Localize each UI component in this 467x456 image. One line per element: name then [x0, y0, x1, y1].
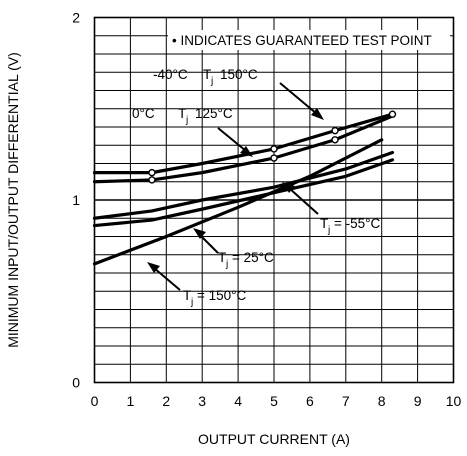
- label-neg55: = -55°C: [334, 216, 381, 231]
- tj-T-4: T: [218, 250, 226, 265]
- test-point: [270, 154, 278, 162]
- label-150: 150°C: [220, 67, 258, 82]
- x-tick-label: 2: [162, 393, 170, 409]
- arrow-0c: [217, 127, 247, 152]
- legend-note: • INDICATES GUARANTEED TEST POINT: [172, 33, 432, 48]
- y-tick-label: 1: [72, 192, 80, 208]
- x-tick-label: 8: [378, 393, 386, 409]
- tj-sub-3: j: [327, 225, 330, 236]
- arrow-neg55: [288, 187, 319, 215]
- x-tick-label: 6: [306, 393, 314, 409]
- series-line-2: [92, 114, 395, 184]
- arrowhead-neg55: [282, 182, 295, 193]
- label-125: 125°C: [195, 106, 233, 121]
- tj-sub-5: j: [190, 297, 193, 308]
- x-tick-label: 0: [91, 393, 99, 409]
- ticks-layer: 0 1 2 3 4 5 6 7 8 9 10 0 1 2: [72, 10, 461, 410]
- grid: [94, 17, 454, 383]
- x-tick-label: 7: [342, 393, 350, 409]
- y-axis-title: MINIMUM INPUT/OUTPUT DIFFERENTIAL (V): [5, 52, 21, 348]
- series-layer: [92, 112, 395, 266]
- label-0: 0°C: [132, 106, 155, 121]
- x-tick-label: 4: [234, 393, 242, 409]
- arrowhead-neg40: [311, 108, 324, 120]
- arrowhead-150: [147, 262, 160, 273]
- tj-sub-4: j: [225, 259, 228, 270]
- test-point: [148, 168, 156, 177]
- series-line-5: [92, 138, 384, 266]
- legend-note-box: [168, 30, 450, 50]
- y-tick-label: 2: [72, 10, 80, 26]
- test-point: [270, 145, 278, 153]
- arrow-neg40: [279, 82, 318, 115]
- tj-sub-2: j: [185, 115, 188, 126]
- arrow-150: [153, 267, 181, 291]
- tj-T-2: T: [178, 106, 186, 121]
- x-tick-label: 9: [414, 393, 422, 409]
- series-line-1: [92, 112, 395, 175]
- test-point: [388, 110, 397, 118]
- tj-sub-1: j: [210, 76, 213, 87]
- label-150b: = 150°C: [197, 288, 247, 303]
- test-point: [331, 136, 339, 144]
- points-layer: [148, 110, 397, 184]
- x-tick-label: 1: [127, 393, 135, 409]
- label-neg40: -40°C: [153, 67, 188, 82]
- series-line-4: [92, 158, 395, 228]
- tj-T-1: T: [203, 67, 211, 82]
- x-axis-title: OUTPUT CURRENT (A): [198, 431, 350, 447]
- x-tick-label: 10: [446, 393, 462, 409]
- test-point: [331, 126, 339, 135]
- plot-frame: [93, 16, 455, 384]
- y-tick-label: 0: [72, 375, 80, 391]
- arrowhead-25: [193, 228, 206, 239]
- arrowhead-0c: [240, 146, 253, 157]
- tj-T-5: T: [183, 288, 191, 303]
- x-tick-label: 3: [198, 393, 206, 409]
- label-25: = 25°C: [232, 250, 274, 265]
- arrow-25: [198, 233, 219, 254]
- arrows: [147, 82, 324, 291]
- tj-T-3: T: [320, 216, 328, 231]
- x-tick-label: 5: [270, 393, 278, 409]
- test-point: [148, 176, 156, 184]
- series-line-3: [92, 150, 395, 220]
